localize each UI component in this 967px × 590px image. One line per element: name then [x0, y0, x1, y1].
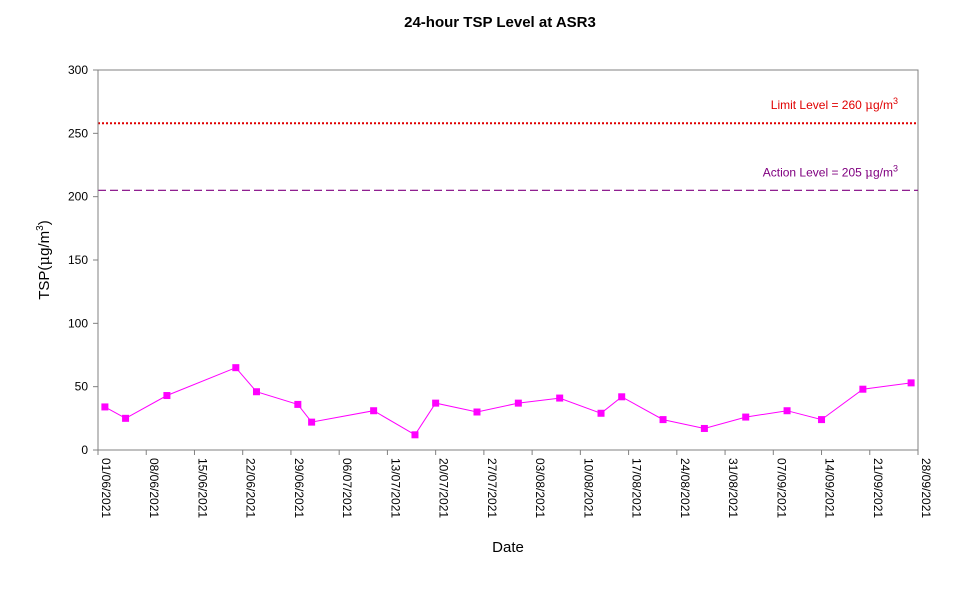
data-point-marker: [659, 416, 667, 424]
x-tick-label: 03/08/2021: [533, 458, 547, 518]
action-label-mu: μ: [865, 165, 873, 179]
limit-label-sup: 3: [893, 96, 898, 106]
data-point-marker: [597, 409, 605, 417]
limit-label-unit: g/m: [873, 98, 893, 112]
x-axis-title: Date: [492, 539, 524, 556]
y-axis-title-suffix: ): [36, 220, 53, 225]
x-tick-label: 08/06/2021: [147, 458, 161, 518]
limit-label-mu: μ: [865, 98, 873, 112]
data-point-marker: [252, 388, 260, 396]
x-tick-label: 14/09/2021: [823, 458, 837, 518]
series-line: [104, 367, 912, 436]
x-tick-label: 20/07/2021: [437, 458, 451, 518]
action-level-label: Action Level = 205 μg/m3: [763, 163, 898, 179]
y-axis: 0 50 100 150 200 250 300: [68, 63, 99, 457]
data-point-marker: [514, 399, 522, 407]
y-tick-label: 50: [75, 380, 89, 394]
x-tick-label: 13/07/2021: [388, 458, 402, 518]
x-axis: 01/06/2021 08/06/2021 15/06/2021 22/06/2021…: [97, 450, 933, 518]
limit-label-text: Limit Level = 260: [771, 98, 865, 112]
x-tick-label: 07/09/2021: [774, 458, 788, 518]
y-tick-label: 0: [81, 443, 88, 457]
data-point-marker: [232, 364, 240, 372]
data-point-marker: [742, 413, 750, 421]
y-axis-title-prefix: TSP(: [36, 266, 53, 300]
series-tsp: [101, 364, 915, 439]
action-label-unit: g/m: [873, 165, 893, 179]
x-tick-label: 22/06/2021: [244, 458, 258, 518]
x-tick-label: 29/06/2021: [292, 458, 306, 518]
data-point-marker: [783, 407, 791, 415]
data-point-marker: [432, 399, 440, 407]
data-point-marker: [556, 394, 564, 402]
data-point-marker: [101, 403, 109, 411]
x-tick-label: 24/08/2021: [678, 458, 692, 518]
limit-level-label: Limit Level = 260 μg/m3: [771, 96, 898, 112]
x-tick-label: 17/08/2021: [630, 458, 644, 518]
data-point-marker: [618, 393, 626, 401]
plot-area-frame: [97, 69, 919, 451]
data-point-marker: [294, 400, 302, 408]
x-tick-label: 06/07/2021: [340, 458, 354, 518]
data-point-marker: [411, 431, 419, 439]
data-point-marker: [308, 418, 316, 426]
x-tick-label: 10/08/2021: [581, 458, 595, 518]
x-tick-label: 21/09/2021: [871, 458, 885, 518]
chart-title: 24-hour TSP Level at ASR3: [404, 14, 596, 31]
data-point-marker: [818, 416, 826, 424]
y-tick-label: 200: [68, 190, 88, 204]
y-axis-title-mu: μ: [35, 256, 53, 266]
data-point-marker: [122, 414, 130, 422]
y-tick-label: 100: [68, 316, 88, 330]
y-axis-title: TSP(μg/m3): [35, 220, 53, 300]
data-point-marker: [473, 408, 481, 416]
data-point-marker: [163, 392, 171, 400]
y-tick-label: 300: [68, 63, 88, 77]
data-point-marker: [370, 407, 378, 415]
x-tick-label: 15/06/2021: [195, 458, 209, 518]
data-point-marker: [907, 379, 915, 387]
x-tick-label: 28/09/2021: [919, 458, 933, 518]
x-tick-label: 01/06/2021: [99, 458, 113, 518]
x-tick-label: 31/08/2021: [726, 458, 740, 518]
y-tick-label: 250: [68, 126, 88, 140]
x-tick-label: 27/07/2021: [485, 458, 499, 518]
action-label-text: Action Level = 205: [763, 165, 865, 179]
data-point-marker: [700, 424, 708, 432]
y-tick-label: 150: [68, 253, 88, 267]
action-label-sup: 3: [893, 163, 898, 173]
y-axis-title-unit: g/m: [36, 231, 53, 256]
y-axis-title-sup: 3: [35, 225, 46, 231]
data-point-marker: [859, 385, 867, 393]
